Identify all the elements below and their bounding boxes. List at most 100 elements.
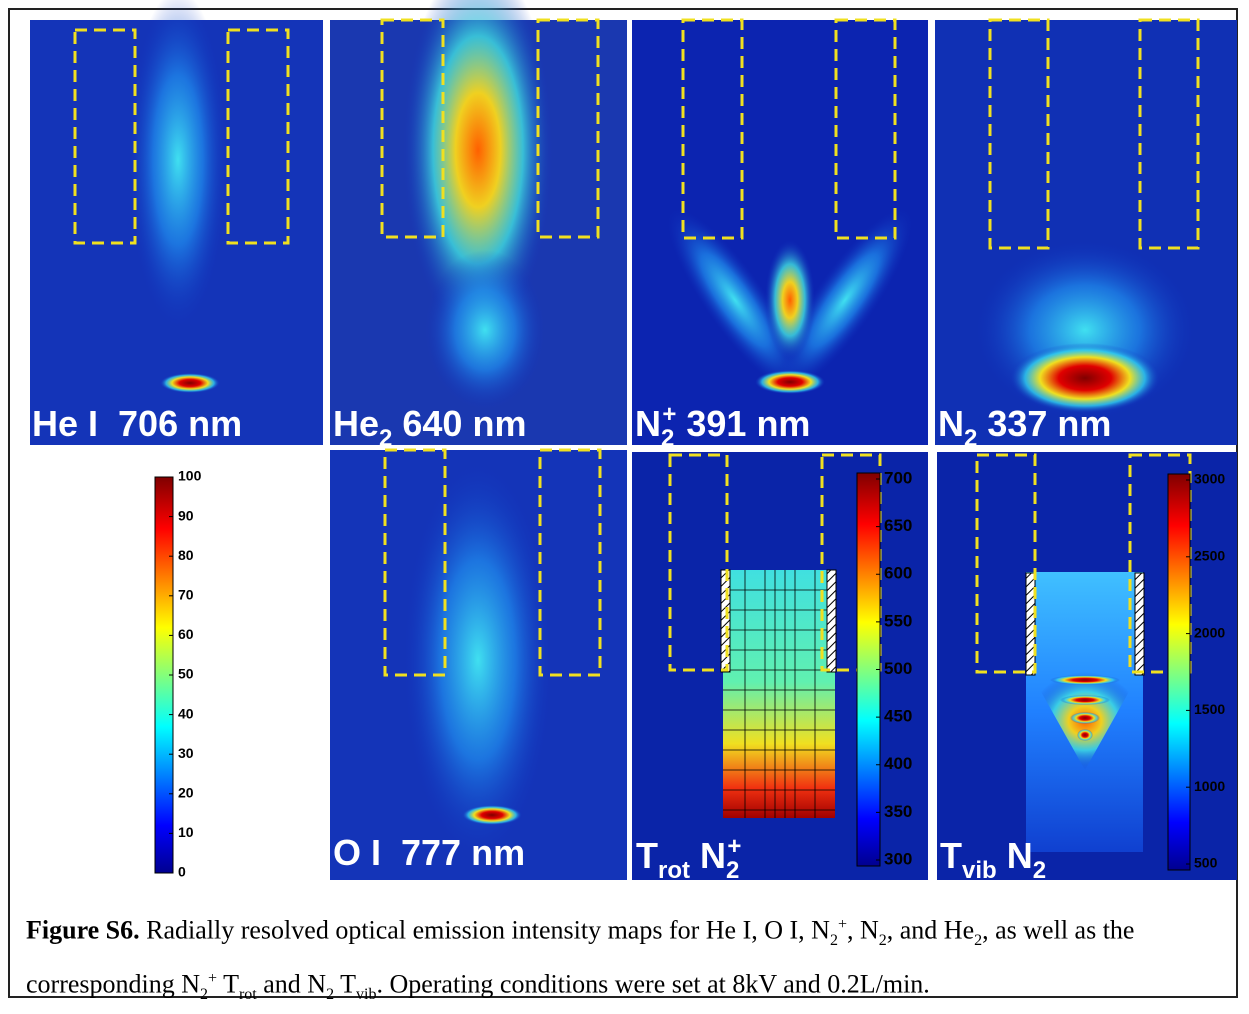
panel-label: O I 777 nm xyxy=(333,832,525,873)
colorbar-tick-label: 1000 xyxy=(1194,778,1225,794)
electrode-outline xyxy=(1138,18,1200,250)
emission-glow xyxy=(1060,695,1110,705)
colorbar-tick-label: 80 xyxy=(178,547,194,563)
emission-glow xyxy=(755,370,825,394)
caption-part: 2 xyxy=(974,931,983,949)
colorbar-tick-label: 40 xyxy=(178,705,194,721)
label-part: N xyxy=(997,835,1033,876)
caption-part: 2 xyxy=(878,931,887,949)
label-part: 2 xyxy=(726,857,739,884)
caption-part: 2 xyxy=(829,931,838,949)
caption-part: Figure S6. xyxy=(26,915,140,945)
panel-label: He2 640 nm xyxy=(333,403,526,452)
label-part: T xyxy=(636,835,658,876)
colorbar-tick-label: 100 xyxy=(178,468,202,484)
colorbar-tick-label: 30 xyxy=(178,745,194,761)
emission-glow xyxy=(403,0,553,340)
colorbar-tick-label: 700 xyxy=(884,468,912,487)
label-part: N xyxy=(938,403,964,444)
emission-glow xyxy=(160,373,220,393)
caption-part: T xyxy=(217,969,239,999)
electrode-outline xyxy=(1128,453,1192,674)
colorbar-tick-label: 650 xyxy=(884,516,912,535)
electrode-outline xyxy=(383,448,447,677)
colorbar-tick-label: 90 xyxy=(178,507,194,523)
caption-part: T xyxy=(334,969,356,999)
emission-glow xyxy=(462,805,522,825)
colorbar-tick-label: 50 xyxy=(178,666,194,682)
electrode-outline xyxy=(536,18,600,239)
colorbar-tick-label: 500 xyxy=(884,659,912,678)
colorbar-tick-label: 70 xyxy=(178,587,194,603)
label-part: 640 nm xyxy=(392,403,526,444)
caption-part: + xyxy=(837,916,847,933)
label-part: N xyxy=(635,403,661,444)
colorbar-tick-label: 60 xyxy=(178,626,194,642)
panel-label: N2+ 391 nm xyxy=(635,401,810,452)
emission-glow xyxy=(1077,729,1093,741)
label-part: rot xyxy=(658,857,690,884)
electrode-outline xyxy=(834,18,897,240)
label-part: 2 xyxy=(964,425,977,452)
emission-glow xyxy=(128,0,228,330)
caption-part: and N xyxy=(256,969,327,999)
label-part: 2 xyxy=(661,425,674,452)
electrode-outline xyxy=(380,18,445,239)
caption-part: rot xyxy=(238,985,257,1003)
colorbar-tick-label: 10 xyxy=(178,824,194,840)
emission-glow xyxy=(403,460,553,860)
panel-label: N2 337 nm xyxy=(938,403,1111,452)
colorbar-tick-label: 550 xyxy=(884,611,912,630)
emission-glow xyxy=(667,208,803,392)
electrode-outline xyxy=(975,453,1037,674)
label-part: 2 xyxy=(1033,857,1046,884)
electrode-wall xyxy=(1025,572,1036,676)
emission-glow xyxy=(777,208,913,392)
panel-label: Tvib N2 xyxy=(940,835,1046,884)
electrode-outline xyxy=(226,28,290,245)
label-part: vib xyxy=(962,857,997,884)
caption-part: , and He xyxy=(886,915,975,945)
label-part: He I 706 nm xyxy=(32,403,242,444)
electrode-wall xyxy=(1134,572,1145,676)
colorbar-tick-label: 20 xyxy=(178,785,194,801)
colorbar-tick-label: 3000 xyxy=(1194,471,1225,487)
caption-part: , N xyxy=(846,915,879,945)
caption-part: . Operating conditions were set at 8kV a… xyxy=(376,969,930,999)
caption-part: 2 xyxy=(200,985,209,1003)
colorbar-tick-label: 600 xyxy=(884,564,912,583)
panel-label: He I 706 nm xyxy=(32,403,242,444)
electrode-outline xyxy=(73,28,137,245)
colorbar-tick-label: 0 xyxy=(178,864,186,880)
electrode-outline xyxy=(668,453,729,672)
colorbar xyxy=(1167,473,1191,871)
label-part: 2 xyxy=(379,425,392,452)
electrode-outline xyxy=(681,18,744,240)
colorbar-tick-label: 1500 xyxy=(1194,701,1225,717)
label-part: O I 777 nm xyxy=(333,832,525,873)
panel-label: Trot N2+ xyxy=(636,833,741,884)
label-part: 391 nm xyxy=(676,403,810,444)
caption-part: Radially resolved optical emission inten… xyxy=(139,915,830,945)
colorbar-tick-label: 2500 xyxy=(1194,548,1225,564)
electrode-outline xyxy=(820,453,882,672)
colorbar-tick-label: 350 xyxy=(884,802,912,821)
label-part: + xyxy=(662,401,676,428)
temperature-field xyxy=(723,570,835,818)
emission-glow xyxy=(1050,675,1120,685)
emission-glow xyxy=(1010,343,1160,413)
colorbar-tick-label: 300 xyxy=(884,849,912,868)
label-part: N xyxy=(690,835,726,876)
electrode-outline xyxy=(538,448,602,677)
label-part: 337 nm xyxy=(977,403,1111,444)
caption-part: vib xyxy=(356,985,377,1003)
colorbar-tick-label: 450 xyxy=(884,707,912,726)
caption-part: , as well as the corresponding N xyxy=(26,915,1135,999)
colorbar-tick-label: 500 xyxy=(1194,855,1218,871)
emission-glow xyxy=(1070,712,1100,724)
figure-caption: Figure S6. Radially resolved optical emi… xyxy=(26,906,1216,1014)
label-part: He xyxy=(333,403,379,444)
emission-glow xyxy=(765,240,815,360)
